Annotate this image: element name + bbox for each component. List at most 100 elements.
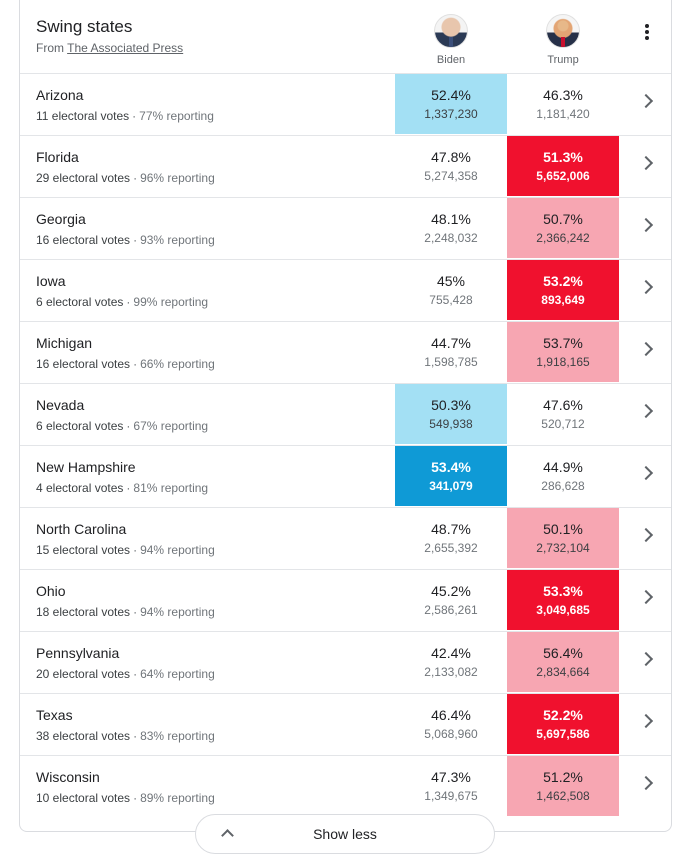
trump-votes: 1,181,420 <box>536 107 590 121</box>
trump-percent: 56.4% <box>543 645 583 661</box>
state-row[interactable]: Pennsylvania 20 electoral votes · 64% repor… <box>20 632 671 694</box>
show-less-label: Show less <box>313 826 377 842</box>
trump-votes: 5,697,586 <box>536 727 590 741</box>
state-row[interactable]: Florida 29 electoral votes · 96% reporting 4… <box>20 136 671 198</box>
separator-dot: · <box>126 295 131 309</box>
candidate-name: Trump <box>547 54 579 66</box>
chevron-right-icon <box>638 217 654 233</box>
biden-result-cell: 47.3% 1,349,675 <box>395 756 507 816</box>
more-vert-icon[interactable] <box>639 24 655 44</box>
chevron-right-icon <box>638 713 654 729</box>
separator-dot: · <box>133 233 138 247</box>
biden-percent: 53.4% <box>431 459 471 475</box>
electoral-votes: 20 electoral votes <box>36 667 131 681</box>
trump-result-cell: 53.7% 1,918,165 <box>507 322 619 382</box>
state-row[interactable]: Texas 38 electoral votes · 83% reporting 46.… <box>20 694 671 756</box>
biden-percent: 47.8% <box>431 149 471 165</box>
reporting-status: 89% reporting <box>140 791 215 805</box>
state-details: 6 electoral votes · 99% reporting <box>36 295 208 309</box>
state-name: North Carolina <box>36 521 127 537</box>
biden-result-cell: 45.2% 2,586,261 <box>395 570 507 630</box>
biden-votes: 2,248,032 <box>424 231 478 245</box>
biden-votes: 2,133,082 <box>424 665 478 679</box>
state-details: 16 electoral votes · 93% reporting <box>36 233 215 247</box>
state-details: 10 electoral votes · 89% reporting <box>36 791 215 805</box>
state-row[interactable]: New Hampshire 4 electoral votes · 81% repor… <box>20 446 671 508</box>
chevron-right-icon <box>638 589 654 605</box>
trump-result-cell: 50.7% 2,366,242 <box>507 198 619 258</box>
chevron-right-icon <box>638 465 654 481</box>
state-row[interactable]: Arizona 11 electoral votes · 77% reporting 5… <box>20 74 671 136</box>
trump-result-cell: 51.3% 5,652,006 <box>507 136 619 196</box>
reporting-status: 99% reporting <box>133 295 209 309</box>
separator-dot: · <box>133 357 138 371</box>
source-link[interactable]: The Associated Press <box>67 41 184 55</box>
candidate-name: Biden <box>436 54 466 66</box>
biden-result-cell: 45% 755,428 <box>395 260 507 320</box>
reporting-status: 77% reporting <box>139 109 214 123</box>
electoral-votes: 38 electoral votes <box>36 729 131 743</box>
reporting-status: 66% reporting <box>140 357 215 371</box>
state-row[interactable]: North Carolina 15 electoral votes · 94% rep… <box>20 508 671 570</box>
trump-result-cell: 50.1% 2,732,104 <box>507 508 619 568</box>
biden-result-cell: 48.7% 2,655,392 <box>395 508 507 568</box>
electoral-votes: 6 electoral votes <box>36 419 124 433</box>
trump-votes: 3,049,685 <box>536 603 590 617</box>
biden-percent: 45% <box>436 273 466 289</box>
state-details: 16 electoral votes · 66% reporting <box>36 357 215 371</box>
electoral-votes: 11 electoral votes <box>36 109 130 123</box>
trump-percent: 47.6% <box>543 397 583 413</box>
state-details: 38 electoral votes · 83% reporting <box>36 729 215 743</box>
state-name: Texas <box>36 707 73 723</box>
trump-result-cell: 46.3% 1,181,420 <box>507 74 619 134</box>
source-line: From The Associated Press <box>36 41 183 55</box>
biden-result-cell: 50.3% 549,938 <box>395 384 507 444</box>
state-row[interactable]: Georgia 16 electoral votes · 93% reporting 4… <box>20 198 671 260</box>
trump-percent: 50.7% <box>543 211 583 227</box>
trump-result-cell: 44.9% 286,628 <box>507 446 619 506</box>
state-details: 15 electoral votes · 94% reporting <box>36 543 215 557</box>
state-row[interactable]: Nevada 6 electoral votes · 67% reporting 50.… <box>20 384 671 446</box>
reporting-status: 94% reporting <box>140 605 215 619</box>
separator-dot: · <box>133 667 138 681</box>
biden-percent: 48.7% <box>431 521 471 537</box>
chevron-right-icon <box>638 651 654 667</box>
biden-result-cell: 44.7% 1,598,785 <box>395 322 507 382</box>
separator-dot: · <box>132 109 137 123</box>
state-row[interactable]: Wisconsin 10 electoral votes · 89% reportin… <box>20 756 671 817</box>
biden-votes: 755,428 <box>429 293 473 307</box>
biden-percent: 48.1% <box>431 211 471 227</box>
card-header: Swing states From The Associated Press B… <box>20 0 671 74</box>
biden-result-cell: 52.4% 1,337,230 <box>395 74 507 134</box>
state-name: Michigan <box>36 335 93 351</box>
electoral-votes: 10 electoral votes <box>36 791 131 805</box>
chevron-right-icon <box>638 403 654 419</box>
state-row[interactable]: Michigan 16 electoral votes · 66% reporting… <box>20 322 671 384</box>
states-list: Arizona 11 electoral votes · 77% reporting 5… <box>20 74 671 817</box>
biden-percent: 42.4% <box>431 645 471 661</box>
state-name: New Hampshire <box>36 459 136 475</box>
state-details: 6 electoral votes · 67% reporting <box>36 419 208 433</box>
card-title: Swing states <box>36 17 133 36</box>
biden-votes: 549,938 <box>429 417 473 431</box>
show-less-button[interactable]: Show less <box>195 814 495 854</box>
state-row[interactable]: Iowa 6 electoral votes · 99% reporting 45% 75… <box>20 260 671 322</box>
separator-dot: · <box>126 419 131 433</box>
trump-avatar <box>546 14 580 48</box>
trump-percent: 53.2% <box>543 273 583 289</box>
chevron-right-icon <box>638 775 654 791</box>
trump-result-cell: 51.2% 1,462,508 <box>507 756 619 816</box>
biden-votes: 2,586,261 <box>424 603 478 617</box>
reporting-status: 64% reporting <box>140 667 215 681</box>
chevron-right-icon <box>638 155 654 171</box>
biden-avatar <box>434 14 468 48</box>
state-name: Iowa <box>36 273 66 289</box>
chevron-right-icon <box>638 93 654 109</box>
state-name: Florida <box>36 149 79 165</box>
biden-votes: 1,349,675 <box>424 789 478 803</box>
state-row[interactable]: Ohio 18 electoral votes · 94% reporting 45.2… <box>20 570 671 632</box>
trump-votes: 2,732,104 <box>536 541 590 555</box>
separator-dot: · <box>133 605 138 619</box>
trump-votes: 286,628 <box>541 479 585 493</box>
chevron-right-icon <box>638 279 654 295</box>
